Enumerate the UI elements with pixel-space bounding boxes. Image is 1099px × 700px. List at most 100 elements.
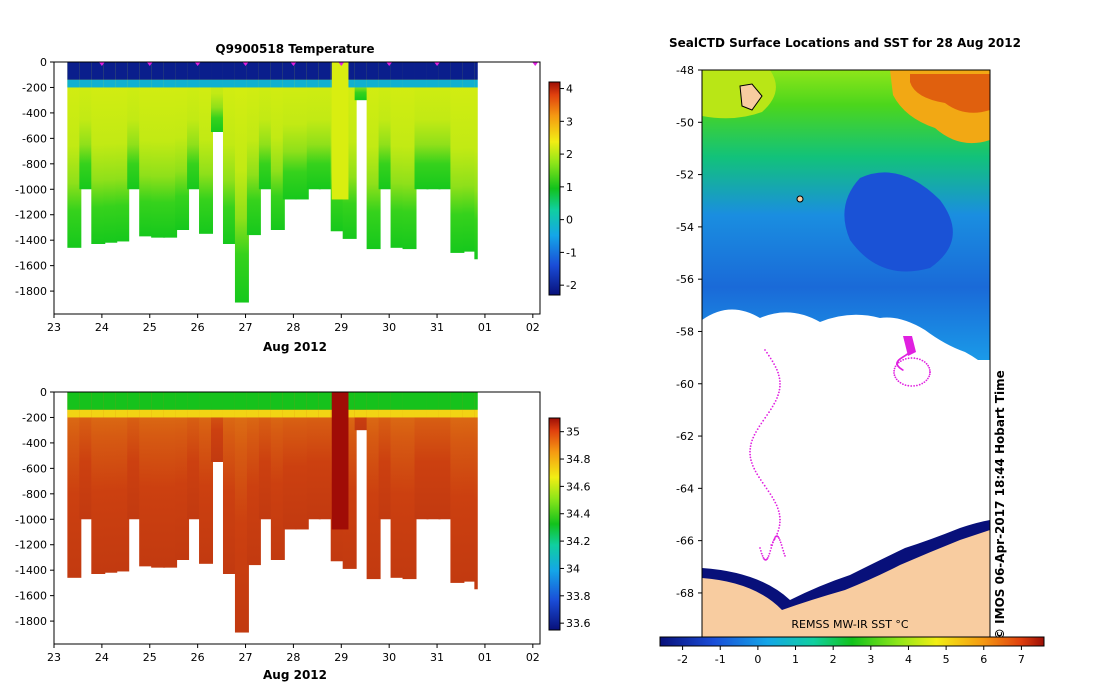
- salinity-colorbar-ticks: 35 34.8 34.6 34.4 34.2 34 33.8 33.6: [560, 426, 591, 630]
- sst-colorbar-tick-label: 0: [754, 653, 761, 666]
- profile-column: [414, 62, 429, 190]
- colorbar-tick-label: 34.6: [566, 480, 591, 493]
- surface-layer: [211, 62, 225, 80]
- seal-location: [769, 550, 772, 552]
- lat-tick-label: -50: [676, 116, 694, 129]
- seal-location: [758, 425, 761, 428]
- surface-layer: [426, 62, 441, 80]
- profile-column: [402, 62, 417, 250]
- seal-location: [910, 385, 913, 387]
- seal-location: [767, 555, 770, 557]
- profile-column: [438, 392, 453, 520]
- surface-layer: [438, 62, 453, 80]
- seal-location: [766, 557, 769, 559]
- y-tick-label: -1400: [15, 234, 47, 247]
- seal-location: [778, 388, 781, 391]
- profile-column: [175, 392, 190, 560]
- map-y-axis: -48 -50 -52 -54 -56 -58 -60 -62 -64 -66 -68: [676, 64, 702, 600]
- transition-layer: [270, 79, 285, 88]
- transition-layer: [234, 409, 249, 418]
- profile-column: [270, 392, 285, 560]
- profile-column: [390, 392, 405, 578]
- seal-location: [759, 547, 761, 549]
- colorbar-tick-label: 34.8: [566, 453, 591, 466]
- seal-location: [753, 433, 756, 436]
- profile-column: [103, 392, 118, 573]
- transition-layer: [318, 409, 333, 418]
- seal-location: [772, 498, 775, 501]
- x-tick-label: 28: [286, 651, 300, 664]
- seal-location: [759, 479, 762, 481]
- surface-layer: [246, 62, 261, 80]
- transition-layer: [402, 409, 417, 418]
- surface-layer: [414, 62, 429, 80]
- transition-layer: [115, 79, 130, 88]
- transition-layer: [211, 409, 225, 418]
- seal-location: [781, 547, 784, 549]
- seal-location: [751, 462, 753, 464]
- seal-location: [925, 362, 928, 365]
- surface-layer: [91, 392, 106, 410]
- transition-layer: [222, 409, 237, 418]
- seal-location: [928, 366, 931, 369]
- seal-location: [899, 360, 902, 362]
- heard-island: [796, 195, 804, 203]
- surface-layer: [175, 62, 190, 80]
- transition-layer: [127, 409, 142, 418]
- transition-layer: [366, 79, 381, 88]
- salinity-colorbar: [548, 417, 561, 631]
- surface-layer: [199, 62, 214, 80]
- x-tick-label: 29: [334, 651, 348, 664]
- y-tick-label: -1600: [15, 260, 47, 273]
- seal-location: [928, 369, 931, 371]
- seal-location: [767, 490, 770, 493]
- colorbar-tick-label: 35: [566, 426, 580, 439]
- profile-column: [306, 392, 321, 520]
- seal-location: [893, 369, 895, 372]
- sst-colorbar-tick-label: 3: [867, 653, 874, 666]
- profile-column: [199, 392, 214, 564]
- seal-location: [771, 544, 773, 547]
- profile-column: [79, 392, 94, 520]
- y-tick-label: -200: [22, 81, 47, 94]
- seal-location: [928, 373, 931, 376]
- x-tick-label: 26: [191, 651, 205, 664]
- surface-layer: [270, 62, 285, 80]
- surface-layer: [175, 392, 190, 410]
- surface-layer: [306, 392, 321, 410]
- surface-layer: [294, 62, 309, 80]
- colorbar-tick-label: 0: [566, 214, 573, 227]
- sst-map: [702, 70, 990, 640]
- transition-layer: [294, 79, 309, 88]
- seal-location: [750, 442, 753, 445]
- surface-layer: [211, 392, 225, 410]
- seal-location: [779, 383, 781, 385]
- x-tick-label: 02: [526, 321, 540, 334]
- y-tick-label: -1600: [15, 590, 47, 603]
- transition-layer: [294, 409, 309, 418]
- transition-layer: [402, 79, 417, 88]
- seal-location: [910, 357, 913, 359]
- profile-column: [67, 392, 82, 578]
- transition-layer: [187, 409, 202, 418]
- transition-layer: [378, 79, 393, 88]
- surface-layer: [426, 392, 441, 410]
- transition-layer: [151, 79, 166, 88]
- seal-location: [778, 524, 781, 527]
- surface-layer: [378, 62, 393, 80]
- profile-column: [163, 62, 178, 238]
- seal-location: [768, 354, 770, 357]
- x-tick-label: 28: [286, 321, 300, 334]
- seal-location: [768, 411, 770, 414]
- seal-location: [778, 513, 781, 515]
- profile-column: [151, 62, 166, 238]
- seal-location: [923, 381, 926, 383]
- seal-location: [778, 539, 781, 541]
- lat-tick-label: -56: [676, 273, 694, 286]
- seal-location: [904, 384, 907, 386]
- surface-layer: [318, 392, 333, 410]
- seal-location: [765, 487, 768, 490]
- transition-layer: [450, 79, 465, 88]
- seal-location: [751, 439, 753, 442]
